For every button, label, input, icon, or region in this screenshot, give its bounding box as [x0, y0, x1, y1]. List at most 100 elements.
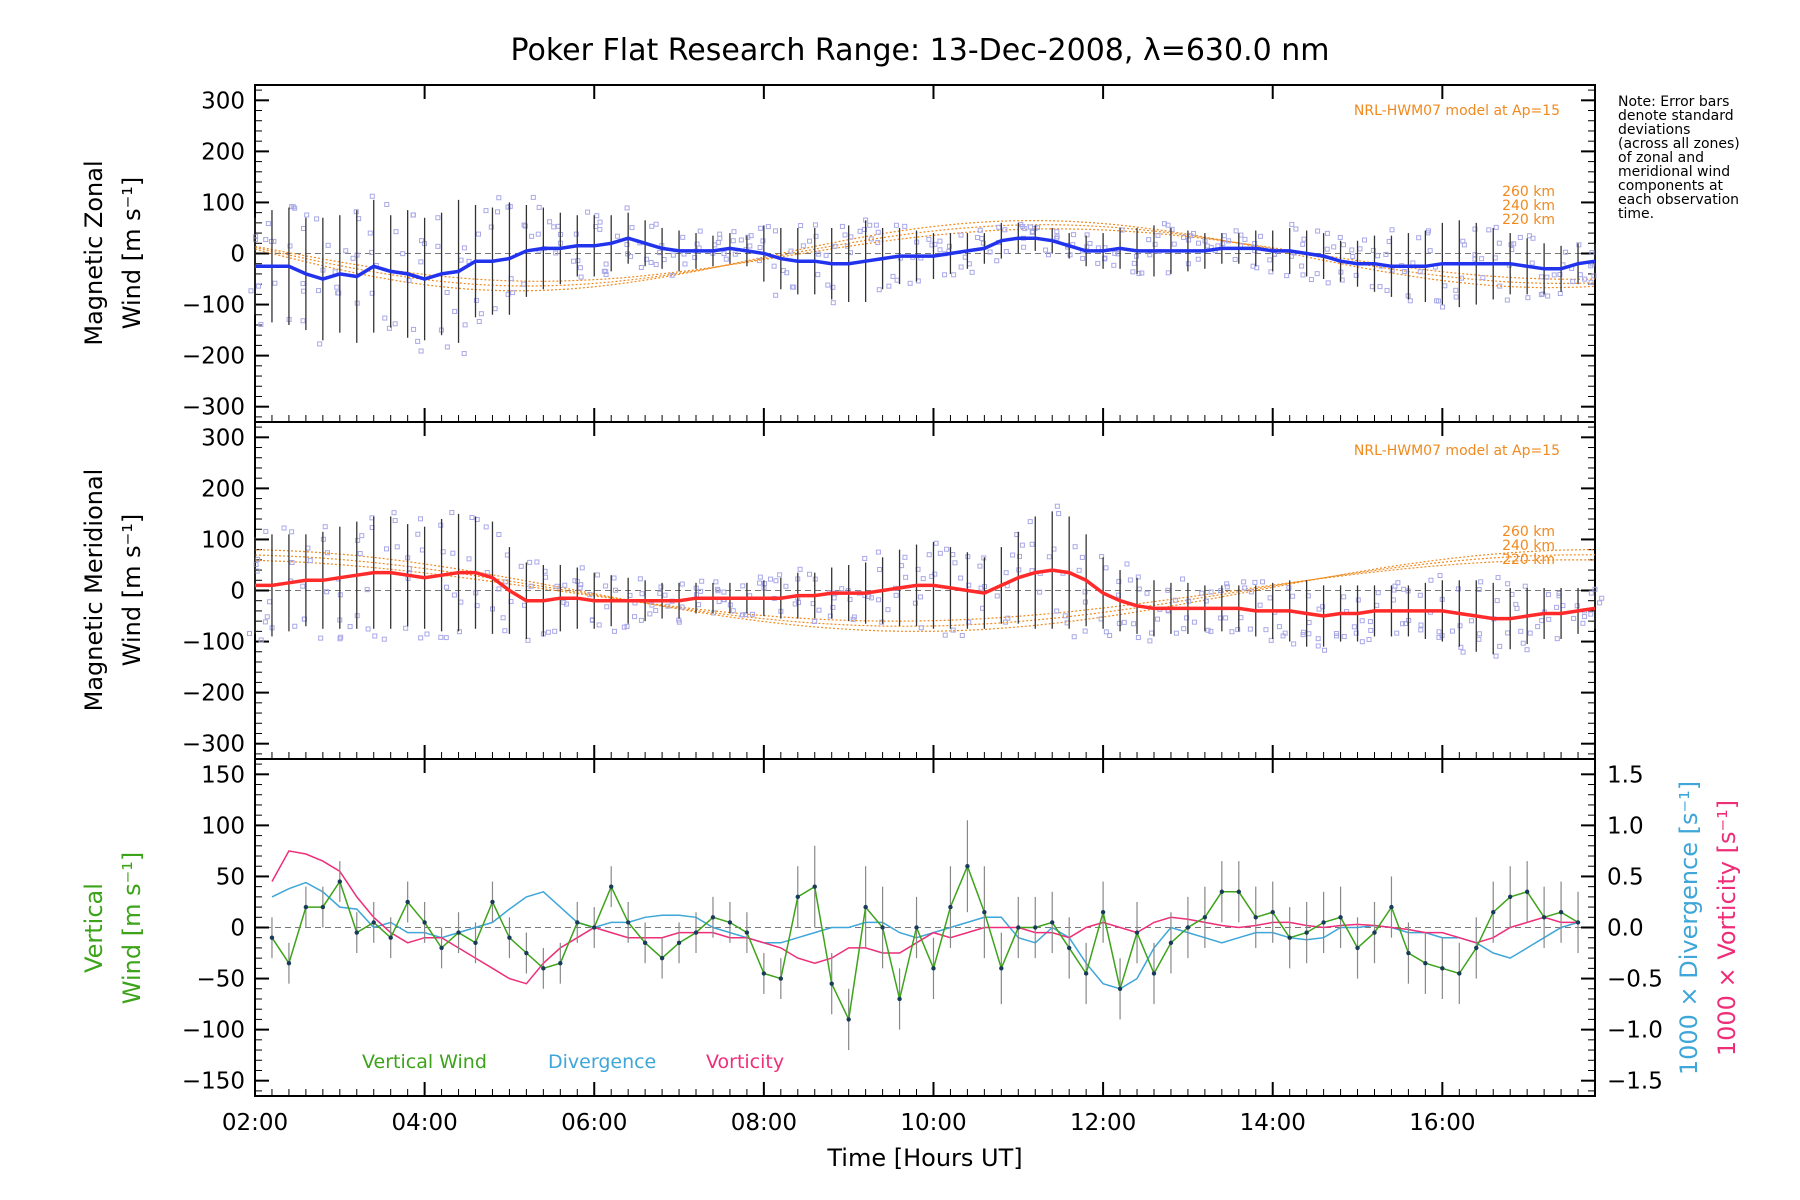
zonal-zone-point — [492, 306, 498, 312]
meridional-zone-point — [862, 555, 868, 561]
vertical-wind-point — [1321, 920, 1326, 925]
zonal-zone-point — [1196, 240, 1202, 246]
zonal-zone-point — [553, 250, 559, 256]
zonal-zone-point — [648, 259, 654, 265]
meridional-zone-point — [466, 556, 472, 562]
vertical-wind-point — [1083, 971, 1089, 976]
zonal-zone-point — [1071, 232, 1077, 238]
meridional-zone-point — [281, 525, 287, 531]
zonal-zone-point — [1389, 227, 1395, 233]
zonal-zone-point — [585, 209, 591, 215]
zonal-zone-point — [1525, 295, 1531, 301]
meridional-zone-point — [1116, 578, 1122, 584]
zonal-zone-point — [1472, 252, 1478, 258]
meridional-zone-point — [577, 585, 583, 591]
vertical-ytick-label: −150 — [182, 1069, 245, 1095]
meridional-zone-point — [1267, 595, 1273, 601]
zonal-zone-point — [1146, 237, 1152, 243]
zonal-zone-point — [435, 243, 441, 249]
legend-divergence: Divergence — [548, 1051, 656, 1073]
zonal-zone-point — [444, 344, 450, 350]
meridional-zone-point — [1395, 580, 1401, 586]
zonal-zone-point — [325, 242, 331, 248]
vertical-wind-point — [592, 925, 597, 930]
meridional-zone-point — [1554, 604, 1560, 610]
meridional-zone-point — [1359, 639, 1365, 645]
vertical-wind-point — [1253, 915, 1258, 920]
meridional-zone-point — [1520, 640, 1526, 646]
meridional-zone-point — [1375, 590, 1381, 596]
divergence-ylabel: 1000 × Divergence [s⁻¹] — [1675, 781, 1703, 1075]
meridional-zone-point — [1417, 592, 1423, 598]
vertical-wind-point — [1066, 945, 1072, 951]
zonal-zone-point — [1517, 234, 1523, 240]
zonal-zone-point — [765, 224, 771, 230]
zonal-zone-point — [894, 277, 900, 283]
meridional-zone-point — [1505, 630, 1511, 636]
meridional-zone-point — [1588, 611, 1594, 617]
vertical-wind-point — [320, 904, 326, 910]
zonal-zone-point — [1324, 230, 1330, 236]
zonal-zone-point — [798, 223, 804, 229]
meridional-zone-point — [1172, 597, 1178, 603]
x-tick-label: 14:00 — [1240, 1110, 1306, 1136]
zonal-zone-point — [638, 264, 644, 270]
meridional-zone-point — [1476, 631, 1482, 637]
zonal-zone-point — [692, 254, 698, 260]
zonal-zone-point — [1002, 227, 1008, 233]
zonal-model-curve — [254, 224, 1596, 287]
meridional-zone-point — [1242, 585, 1248, 591]
meridional-zone-point — [604, 604, 610, 610]
vertical-ytick-label: −50 — [196, 967, 245, 993]
meridional-ytick-label: −300 — [182, 732, 245, 758]
zonal-zone-point — [573, 231, 579, 237]
meridional-zone-point — [920, 576, 926, 582]
meridional-zone-point — [1082, 628, 1088, 634]
vertical-ytick-label: 150 — [201, 762, 245, 788]
meridional-zone-point — [1574, 603, 1580, 609]
zonal-zone-point — [926, 236, 932, 242]
x-tick-label: 10:00 — [900, 1110, 966, 1136]
meridional-zone-point — [1238, 615, 1244, 621]
meridional-zone-point — [415, 531, 421, 537]
zonal-zone-point — [415, 338, 421, 344]
zonal-zone-point — [1054, 229, 1060, 235]
zonal-zone-point — [946, 243, 952, 249]
meridional-zone-point — [264, 614, 270, 620]
zonal-zone-point — [1479, 256, 1485, 262]
zonal-zone-point — [1529, 260, 1535, 266]
meridional-zone-point — [1554, 636, 1560, 642]
zonal-zone-point — [256, 283, 262, 289]
zonal-zone-point — [1220, 241, 1226, 247]
zonal-zone-point — [1324, 246, 1330, 252]
zonal-zone-point — [977, 227, 983, 233]
zonal-zone-point — [656, 250, 662, 256]
vertical-wind-point — [1389, 904, 1394, 910]
meridional-zone-point — [527, 559, 533, 565]
vertical-wind-point — [303, 904, 309, 910]
zonal-zone-point — [1410, 260, 1416, 266]
zonal-zone-point — [536, 204, 542, 210]
meridional-zone-point — [1054, 608, 1060, 614]
vertical-wind-point — [863, 904, 868, 910]
zonal-zone-point — [867, 222, 873, 228]
zonal-zone-point — [1147, 252, 1153, 258]
zonal-zone-point — [653, 262, 659, 268]
zonal-zone-point — [697, 228, 703, 234]
zonal-zone-point — [1084, 244, 1090, 250]
right-ytick-label: 1.5 — [1607, 762, 1644, 788]
zonal-zone-point — [1300, 272, 1306, 278]
meridional-zone-point — [267, 599, 273, 605]
vertical-wind-point — [1168, 940, 1174, 946]
zonal-zone-point — [1293, 226, 1299, 232]
meridional-zone-point — [1418, 627, 1424, 633]
zonal-zone-point — [1375, 253, 1381, 259]
zonal-zone-point — [300, 318, 306, 324]
zonal-zone-point — [1233, 228, 1239, 234]
meridional-zone-point — [952, 560, 958, 566]
meridional-zone-point — [1428, 577, 1434, 583]
meridional-zone-point — [749, 611, 755, 617]
zonal-zone-point — [757, 244, 763, 250]
meridional-zone-point — [1280, 633, 1286, 639]
meridional-zone-point — [879, 619, 885, 625]
